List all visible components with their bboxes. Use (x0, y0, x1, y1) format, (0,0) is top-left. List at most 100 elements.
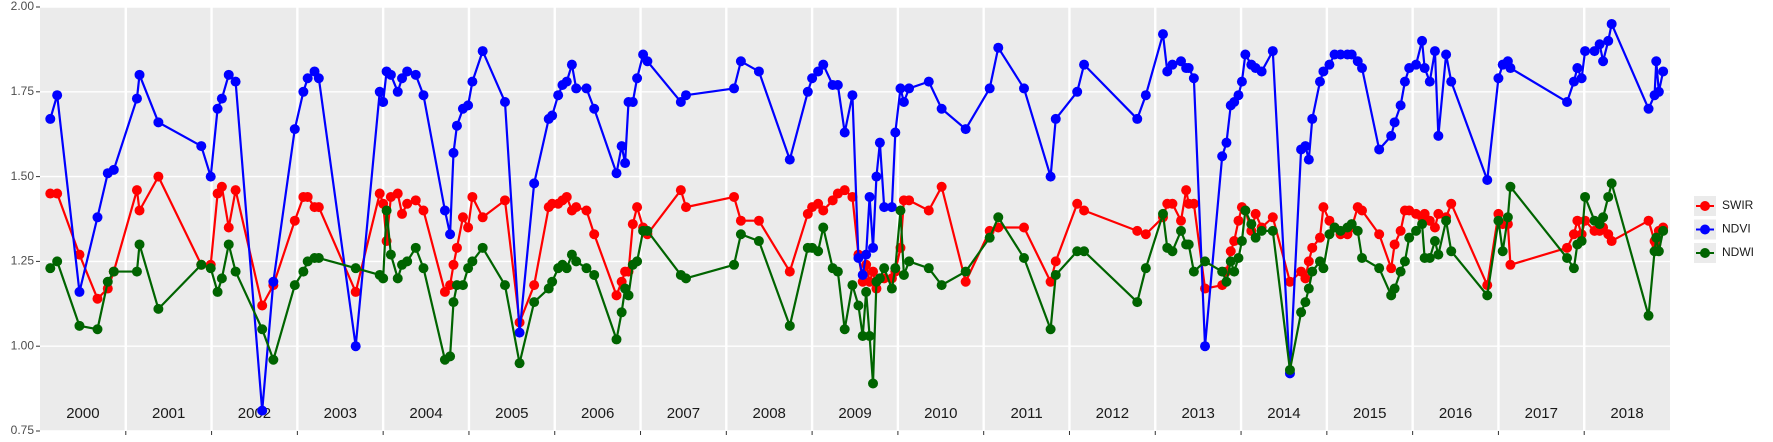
data-point (52, 188, 63, 199)
data-point (451, 120, 462, 131)
data-point (397, 73, 408, 84)
data-point (134, 69, 145, 80)
data-point (131, 266, 142, 277)
data-point (1493, 215, 1504, 226)
data-point (904, 195, 915, 206)
legend-key (1700, 201, 1710, 211)
data-point (839, 324, 850, 335)
data-point (1417, 219, 1428, 230)
data-point (616, 141, 627, 152)
data-point (832, 80, 843, 91)
data-point (1072, 198, 1083, 209)
data-point (457, 212, 468, 223)
data-point (735, 56, 746, 67)
data-point (1374, 144, 1385, 155)
data-point (448, 259, 459, 270)
data-point (890, 263, 901, 274)
data-point (753, 66, 764, 77)
data-point (581, 205, 592, 216)
data-point (499, 195, 510, 206)
data-point (1050, 256, 1061, 267)
data-point (392, 188, 403, 199)
data-point (1482, 290, 1493, 301)
data-point (729, 83, 740, 94)
data-point (936, 181, 947, 192)
data-point (1167, 198, 1178, 209)
data-point (680, 202, 691, 213)
data-point (1229, 266, 1240, 277)
data-point (45, 113, 56, 124)
data-point (553, 90, 564, 101)
data-point (1256, 225, 1267, 236)
data-point (1217, 266, 1228, 277)
data-point (1580, 191, 1591, 202)
data-point (1019, 253, 1030, 264)
data-point (1181, 185, 1192, 196)
data-point (868, 378, 879, 389)
data-point (302, 73, 313, 84)
data-point (1399, 256, 1410, 267)
data-point (216, 181, 227, 192)
data-point (1250, 232, 1261, 243)
data-point (92, 212, 103, 223)
data-point (1395, 100, 1406, 111)
data-point (1433, 208, 1444, 219)
data-point (1404, 232, 1415, 243)
data-point (289, 124, 300, 135)
data-point (936, 103, 947, 114)
data-point (439, 205, 450, 216)
data-point (1079, 205, 1090, 216)
data-point (1318, 202, 1329, 213)
year-label: 2003 (324, 405, 357, 422)
data-point (1267, 46, 1278, 57)
y-tick-label: 1.50 (11, 169, 35, 183)
data-point (134, 239, 145, 250)
data-point (1303, 256, 1314, 267)
data-point (1229, 236, 1240, 247)
data-point (1502, 212, 1513, 223)
data-point (313, 253, 324, 264)
data-point (1497, 246, 1508, 257)
data-point (1482, 174, 1493, 185)
data-point (879, 202, 890, 213)
data-point (1603, 191, 1614, 202)
data-point (1346, 219, 1357, 230)
data-point (381, 205, 392, 216)
data-point (589, 103, 600, 114)
data-point (1176, 225, 1186, 236)
data-point (898, 96, 909, 107)
data-point (547, 110, 558, 121)
year-label: 2007 (667, 405, 700, 422)
data-point (1324, 229, 1335, 240)
data-point (879, 263, 890, 274)
data-point (871, 171, 882, 182)
data-point (1079, 59, 1090, 70)
year-label: 2005 (495, 405, 528, 422)
data-point (1324, 59, 1335, 70)
data-point (729, 191, 740, 202)
data-point (1653, 86, 1664, 97)
data-point (1395, 225, 1406, 236)
data-point (1576, 73, 1587, 84)
data-point (1307, 242, 1318, 253)
year-label: 2016 (1439, 405, 1472, 422)
data-point (832, 266, 843, 277)
data-point (864, 191, 875, 202)
data-point (675, 185, 686, 196)
data-point (1651, 56, 1662, 67)
data-point (847, 90, 858, 101)
data-point (153, 171, 164, 182)
data-point (1303, 283, 1314, 294)
data-point (374, 188, 385, 199)
data-point (784, 320, 795, 331)
data-point (1505, 181, 1516, 192)
data-point (298, 266, 309, 277)
data-point (463, 100, 474, 111)
data-point (571, 83, 582, 94)
data-point (1132, 225, 1143, 236)
data-point (1318, 66, 1329, 77)
data-point (1562, 242, 1573, 253)
data-point (675, 96, 686, 107)
data-point (1246, 219, 1257, 230)
data-point (923, 76, 934, 87)
